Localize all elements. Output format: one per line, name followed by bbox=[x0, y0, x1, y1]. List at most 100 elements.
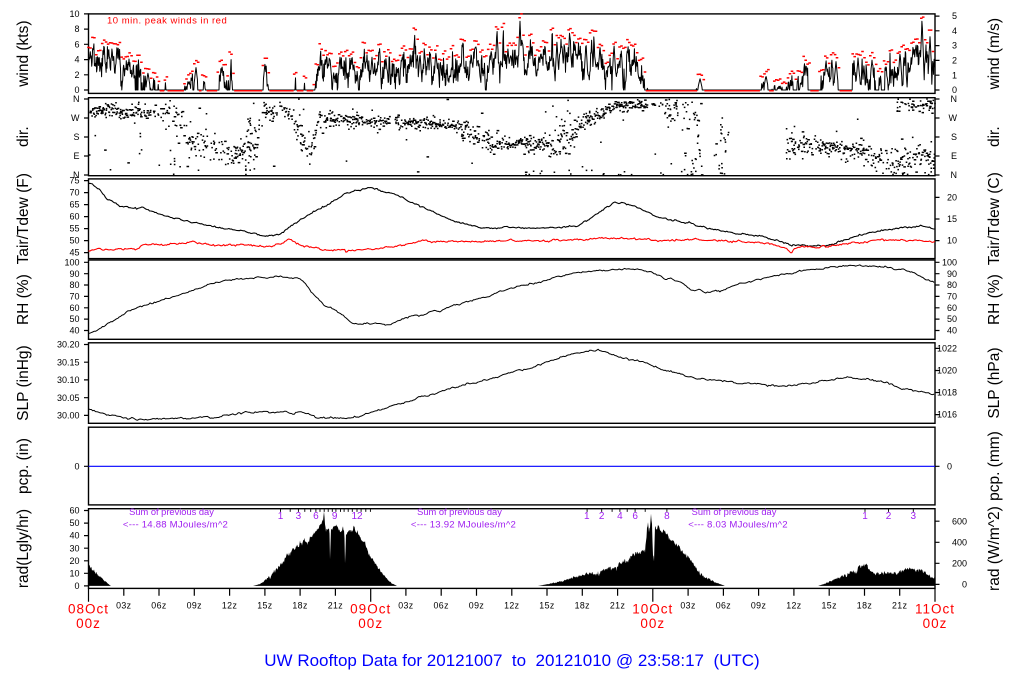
svg-text:70: 70 bbox=[947, 292, 957, 302]
svg-text:<--- 8.03 MJoules/m^2: <--- 8.03 MJoules/m^2 bbox=[688, 519, 788, 530]
svg-text:dir.: dir. bbox=[986, 126, 1003, 147]
svg-text:2: 2 bbox=[952, 56, 957, 66]
svg-text:0: 0 bbox=[74, 581, 79, 591]
svg-text:100: 100 bbox=[942, 257, 957, 267]
svg-text:15: 15 bbox=[947, 214, 957, 224]
svg-text:21z: 21z bbox=[610, 601, 625, 611]
svg-text:E: E bbox=[951, 151, 957, 161]
svg-text:4: 4 bbox=[617, 511, 623, 522]
svg-text:18z: 18z bbox=[575, 601, 590, 611]
svg-text:65: 65 bbox=[69, 200, 79, 210]
svg-text:8: 8 bbox=[74, 24, 79, 34]
svg-text:06z: 06z bbox=[151, 601, 166, 611]
svg-text:11Oct: 11Oct bbox=[915, 601, 955, 616]
svg-text:80: 80 bbox=[69, 280, 79, 290]
svg-text:21z: 21z bbox=[892, 601, 907, 611]
svg-text:W: W bbox=[71, 113, 80, 123]
svg-text:S: S bbox=[951, 132, 957, 142]
svg-text:03z: 03z bbox=[398, 601, 413, 611]
svg-text:2: 2 bbox=[74, 70, 79, 80]
svg-text:pcp. (mm): pcp. (mm) bbox=[986, 431, 1003, 501]
svg-text:12z: 12z bbox=[504, 601, 519, 611]
svg-text:UW Rooftop Data for 20121007: UW Rooftop Data for 20121007 to 20121010… bbox=[264, 651, 759, 670]
svg-text:600: 600 bbox=[952, 516, 967, 526]
svg-text:0: 0 bbox=[74, 461, 79, 471]
svg-text:06z: 06z bbox=[434, 601, 449, 611]
svg-text:4: 4 bbox=[74, 55, 79, 65]
svg-text:00z: 00z bbox=[640, 616, 665, 631]
svg-text:15z: 15z bbox=[539, 601, 554, 611]
svg-text:3: 3 bbox=[296, 511, 302, 522]
svg-text:75: 75 bbox=[69, 176, 79, 186]
svg-text:N: N bbox=[73, 170, 80, 180]
svg-text:18z: 18z bbox=[292, 601, 307, 611]
svg-text:0: 0 bbox=[952, 85, 957, 95]
svg-text:70: 70 bbox=[69, 188, 79, 198]
svg-text:40: 40 bbox=[69, 326, 79, 336]
svg-text:1: 1 bbox=[278, 511, 284, 522]
svg-text:Sum of previous day: Sum of previous day bbox=[129, 507, 214, 517]
svg-text:60: 60 bbox=[69, 303, 79, 313]
svg-text:40: 40 bbox=[69, 531, 79, 541]
svg-text:09z: 09z bbox=[751, 601, 766, 611]
svg-text:1018: 1018 bbox=[937, 388, 957, 398]
svg-text:W: W bbox=[949, 113, 958, 123]
svg-text:20: 20 bbox=[69, 556, 79, 566]
svg-text:15z: 15z bbox=[822, 601, 837, 611]
svg-text:30.05: 30.05 bbox=[57, 393, 80, 403]
svg-text:wind (kts): wind (kts) bbox=[15, 20, 32, 87]
svg-text:09z: 09z bbox=[469, 601, 484, 611]
svg-text:09Oct: 09Oct bbox=[350, 601, 391, 616]
svg-text:55: 55 bbox=[69, 224, 79, 234]
svg-text:30.10: 30.10 bbox=[57, 375, 80, 385]
svg-text:10: 10 bbox=[69, 9, 79, 19]
svg-text:60: 60 bbox=[69, 506, 79, 516]
svg-text:60: 60 bbox=[69, 212, 79, 222]
svg-text:03z: 03z bbox=[680, 601, 695, 611]
svg-text:rad(Lgly/hr): rad(Lgly/hr) bbox=[15, 509, 32, 588]
svg-text:N: N bbox=[951, 170, 958, 180]
svg-text:100: 100 bbox=[64, 257, 79, 267]
svg-text:80: 80 bbox=[947, 280, 957, 290]
svg-text:45: 45 bbox=[69, 248, 79, 258]
svg-text:06z: 06z bbox=[716, 601, 731, 611]
svg-text:70: 70 bbox=[69, 292, 79, 302]
svg-text:Sum of previous day: Sum of previous day bbox=[417, 507, 502, 517]
svg-text:dir.: dir. bbox=[15, 126, 32, 147]
svg-text:50: 50 bbox=[69, 314, 79, 324]
svg-text:<--- 13.92 MJoules/m^2: <--- 13.92 MJoules/m^2 bbox=[411, 519, 516, 530]
svg-text:12z: 12z bbox=[786, 601, 801, 611]
svg-text:12z: 12z bbox=[222, 601, 237, 611]
svg-text:10 min. peak winds in red: 10 min. peak winds in red bbox=[107, 16, 227, 27]
svg-text:12: 12 bbox=[351, 511, 363, 522]
svg-text:1: 1 bbox=[584, 511, 590, 522]
svg-text:0: 0 bbox=[74, 85, 79, 95]
svg-text:90: 90 bbox=[947, 269, 957, 279]
svg-text:08Oct: 08Oct bbox=[68, 601, 109, 616]
svg-text:Sum of previous day: Sum of previous day bbox=[692, 507, 777, 517]
svg-text:Tair/Tdew (C): Tair/Tdew (C) bbox=[986, 172, 1003, 265]
svg-text:1016: 1016 bbox=[937, 410, 957, 420]
svg-text:200: 200 bbox=[952, 558, 967, 568]
svg-text:00z: 00z bbox=[76, 616, 101, 631]
svg-text:20: 20 bbox=[947, 193, 957, 203]
svg-text:03z: 03z bbox=[116, 601, 131, 611]
svg-text:21z: 21z bbox=[328, 601, 343, 611]
svg-text:wind (m/s): wind (m/s) bbox=[986, 18, 1003, 90]
svg-text:40: 40 bbox=[947, 326, 957, 336]
svg-text:60: 60 bbox=[947, 303, 957, 313]
svg-text:SLP (inHg): SLP (inHg) bbox=[15, 345, 32, 421]
svg-text:Tair/Tdew (F): Tair/Tdew (F) bbox=[15, 173, 32, 264]
svg-text:30.15: 30.15 bbox=[57, 357, 80, 367]
svg-text:8: 8 bbox=[664, 511, 670, 522]
svg-text:RH (%): RH (%) bbox=[986, 274, 1003, 325]
svg-text:N: N bbox=[951, 94, 958, 104]
svg-text:00z: 00z bbox=[923, 616, 948, 631]
svg-text:1020: 1020 bbox=[937, 366, 957, 376]
svg-text:50: 50 bbox=[69, 236, 79, 246]
svg-text:4: 4 bbox=[952, 26, 957, 36]
svg-text:N: N bbox=[73, 94, 80, 104]
svg-text:30.00: 30.00 bbox=[57, 411, 80, 421]
svg-text:10: 10 bbox=[947, 236, 957, 246]
svg-text:0: 0 bbox=[947, 461, 952, 471]
